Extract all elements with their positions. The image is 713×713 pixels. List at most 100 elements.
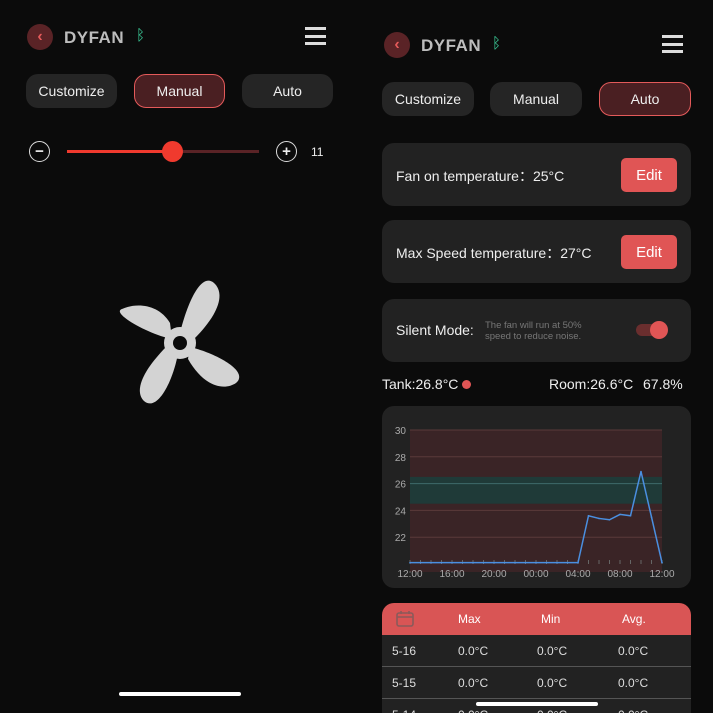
back-button[interactable]: ‹ [384,32,410,58]
max-speed-label: Max Speed temperature：27°C [396,245,592,261]
table-cell: 0.0°C [458,643,489,658]
data-point [556,561,558,564]
back-button[interactable]: ‹ [27,24,53,50]
data-point [535,561,537,564]
tab-manual[interactable]: Manual [490,82,582,116]
x-tick-label: 20:00 [481,569,506,580]
target-band [410,476,662,504]
data-point [493,561,495,564]
table-cell: 0.0°C [537,708,567,713]
table-cell: 5-14 [392,708,416,713]
data-point [524,561,527,564]
table-cell: 0.0°C [458,675,489,690]
status-dot [462,380,472,389]
app-title: DYFAN [421,36,482,55]
room-temp: Room:26.6°C [549,376,634,392]
tank-temp: Tank:26.8°C [382,376,472,392]
table-cell: 0.0°C [618,643,649,658]
table-row: 5-16 0.0°C 0.0°C 0.0°C [382,635,691,667]
data-point [514,561,516,564]
x-tick-label: 00:00 [523,569,548,580]
bluetooth-icon: ᛒ [136,27,146,44]
table-cell: 0.0°C [458,708,488,713]
data-point [650,516,653,518]
data-point [482,561,485,564]
table-cell: 0.0°C [537,643,568,658]
data-point [608,518,611,521]
data-point [430,561,432,564]
tab-auto[interactable]: Auto [242,74,333,108]
fan-icon [119,280,240,404]
tab-manual[interactable]: Manual [134,74,225,108]
menu-icon[interactable] [662,35,683,53]
data-point [629,514,632,517]
data-point [640,470,642,473]
table-cell: 5-16 [392,643,417,658]
table-cell: 5-15 [392,675,417,690]
stats-table: Max Min Avg. 5-16 0.0°C 0.0°C 0.0°C 5-15 0.0°… [382,603,691,713]
data-point [503,561,506,564]
y-tick-label: 24 [395,506,407,517]
data-point [587,514,590,517]
tab-customize[interactable]: Customize [382,82,474,116]
data-point [661,561,663,564]
data-point [472,561,474,564]
silent-mode-toggle[interactable] [636,321,668,339]
temperature-chart: 22 24 26 28 30 12:00 16:00 20:00 00:00 04:00 08:00… [382,406,691,588]
app-title: DYFAN [64,28,125,47]
table-cell: 0.0°C [618,708,648,713]
header-min: Min [541,612,561,626]
table-row: 5-14 0.0°C 0.0°C 0.0°C [382,699,691,713]
calendar-icon[interactable] [396,610,414,627]
fan-on-card: Fan on temperature：25°C Edit [382,143,691,206]
edit-max-speed-button[interactable]: Edit [621,235,677,269]
x-tick-label: 08:00 [607,569,632,580]
y-tick-label: 28 [395,453,407,464]
x-tick-label: 12:00 [397,569,422,580]
speed-slider[interactable] [67,141,259,162]
increase-button[interactable]: + [276,141,297,162]
menu-icon[interactable] [305,27,326,45]
silent-mode-card: Silent Mode: The fan will run at 50% spee… [382,299,691,362]
tab-auto[interactable]: Auto [599,82,691,116]
data-point [566,561,569,564]
data-point [419,561,422,564]
speed-value: 11 [311,145,324,159]
x-tick-label: 04:00 [565,569,590,580]
y-tick-label: 26 [395,480,407,491]
table-row: 5-15 0.0°C 0.0°C 0.0°C [382,667,691,699]
home-indicator [476,702,598,706]
data-point [577,561,579,564]
y-tick-label: 22 [395,533,407,544]
humidity: 67.8% [643,376,683,392]
desc-line: The fan will run at 50% [485,320,582,331]
tank-temp-text: Tank:26.8°C [382,376,459,392]
y-tick-label: 30 [395,426,407,437]
silent-mode-desc: The fan will run at 50% speed to reduce n… [485,320,582,342]
chart-svg: 22 24 26 28 30 12:00 16:00 20:00 00:00 04:00 08:00… [395,426,675,580]
header-max: Max [458,612,481,626]
home-indicator [119,692,241,696]
bluetooth-icon: ᛒ [492,35,502,52]
data-point [461,561,464,564]
data-point [545,561,548,564]
data-point [619,513,621,516]
tab-customize[interactable]: Customize [26,74,117,108]
data-point [451,561,453,564]
table-cell: 0.0°C [618,675,649,690]
x-tick-label: 12:00 [649,569,674,580]
desc-line: speed to reduce noise. [485,331,582,342]
edit-fan-on-button[interactable]: Edit [621,158,677,192]
table-header: Max Min Avg. [382,603,691,635]
decrease-button[interactable]: − [29,141,50,162]
silent-mode-label: Silent Mode: [396,322,474,338]
fan-on-label: Fan on temperature：25°C [396,168,565,184]
slider-thumb[interactable] [162,141,183,162]
data-point [598,517,600,520]
header-avg: Avg. [622,612,646,626]
table-cell: 0.0°C [537,675,568,690]
data-point [440,561,443,564]
data-point [409,561,411,564]
max-speed-card: Max Speed temperature：27°C Edit [382,220,691,283]
x-tick-label: 16:00 [439,569,464,580]
